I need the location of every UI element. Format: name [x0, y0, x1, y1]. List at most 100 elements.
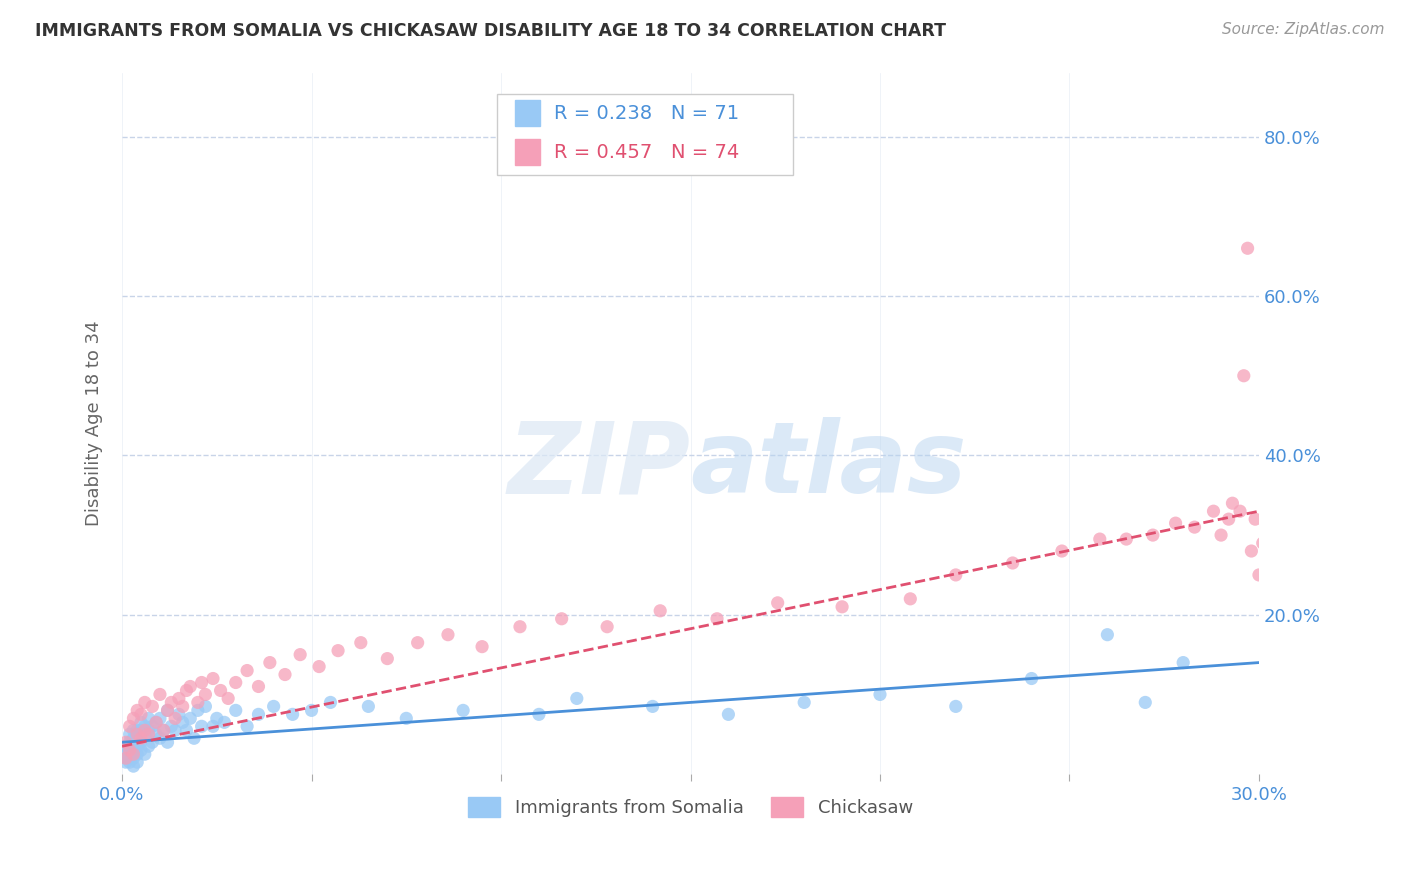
Point	[1184, 520, 1206, 534]
Point	[172, 715, 194, 730]
Point	[869, 688, 891, 702]
Point	[1233, 368, 1256, 383]
Point	[118, 747, 141, 762]
Point	[898, 591, 921, 606]
Point	[641, 699, 664, 714]
Point	[945, 699, 967, 714]
Point	[217, 691, 239, 706]
Point	[122, 723, 145, 738]
Point	[127, 739, 149, 754]
Point	[375, 651, 398, 665]
Point	[1097, 628, 1119, 642]
Point	[118, 755, 141, 769]
Point	[134, 747, 156, 762]
Point	[1222, 496, 1244, 510]
FancyBboxPatch shape	[498, 94, 793, 175]
Point	[183, 731, 205, 746]
Point	[205, 711, 228, 725]
Point	[326, 643, 349, 657]
Point	[247, 707, 270, 722]
Point	[236, 719, 259, 733]
Point	[209, 683, 232, 698]
Point	[1142, 528, 1164, 542]
Point	[127, 723, 149, 738]
Point	[406, 635, 429, 649]
Point	[471, 640, 494, 654]
Point	[395, 711, 418, 725]
Text: atlas: atlas	[690, 417, 967, 514]
Point	[190, 675, 212, 690]
Point	[1115, 532, 1137, 546]
Point	[176, 683, 198, 698]
Point	[831, 599, 853, 614]
Point	[1247, 568, 1270, 582]
Point	[650, 604, 672, 618]
Point	[118, 743, 141, 757]
Point	[134, 727, 156, 741]
Point	[118, 743, 141, 757]
Point	[141, 699, 163, 714]
Point	[194, 688, 217, 702]
Point	[550, 612, 572, 626]
Point	[129, 743, 152, 757]
Text: R = 0.238   N = 71: R = 0.238 N = 71	[554, 103, 738, 123]
Point	[945, 568, 967, 582]
Point	[509, 620, 531, 634]
Point	[357, 699, 380, 714]
Point	[1278, 496, 1301, 510]
Point	[165, 711, 187, 725]
Point	[138, 739, 160, 754]
Point	[145, 727, 167, 741]
Point	[274, 667, 297, 681]
Point	[138, 711, 160, 725]
Point	[766, 596, 789, 610]
Point	[187, 703, 209, 717]
Point	[118, 727, 141, 741]
Point	[179, 711, 201, 725]
Point	[1240, 544, 1263, 558]
Point	[149, 711, 172, 725]
Point	[145, 715, 167, 730]
Point	[129, 707, 152, 722]
Point	[138, 723, 160, 738]
Point	[1164, 516, 1187, 530]
Point	[201, 719, 224, 733]
Point	[263, 699, 285, 714]
Point	[236, 664, 259, 678]
Point	[281, 707, 304, 722]
Point	[127, 747, 149, 762]
Point	[1285, 504, 1308, 518]
Point	[118, 735, 141, 749]
Point	[1001, 556, 1024, 570]
Point	[225, 703, 247, 717]
Point	[1050, 544, 1073, 558]
Point	[176, 723, 198, 738]
Point	[129, 735, 152, 749]
Point	[717, 707, 740, 722]
Point	[115, 751, 138, 765]
Point	[134, 695, 156, 709]
Point	[259, 656, 281, 670]
Point	[194, 699, 217, 714]
Point	[165, 723, 187, 738]
Point	[706, 612, 728, 626]
Point	[118, 719, 141, 733]
Text: Source: ZipAtlas.com: Source: ZipAtlas.com	[1222, 22, 1385, 37]
Point	[160, 695, 183, 709]
Point	[127, 755, 149, 769]
Point	[115, 755, 138, 769]
Text: IMMIGRANTS FROM SOMALIA VS CHICKASAW DISABILITY AGE 18 TO 34 CORRELATION CHART: IMMIGRANTS FROM SOMALIA VS CHICKASAW DIS…	[35, 22, 946, 40]
Point	[149, 731, 172, 746]
Point	[122, 711, 145, 725]
Point	[122, 743, 145, 757]
Point	[152, 723, 174, 738]
Point	[1173, 656, 1195, 670]
Point	[115, 747, 138, 762]
Point	[1209, 528, 1232, 542]
Point	[115, 735, 138, 749]
Point	[172, 699, 194, 714]
Point	[1088, 532, 1111, 546]
Point	[129, 715, 152, 730]
Point	[122, 759, 145, 773]
Point	[214, 715, 236, 730]
